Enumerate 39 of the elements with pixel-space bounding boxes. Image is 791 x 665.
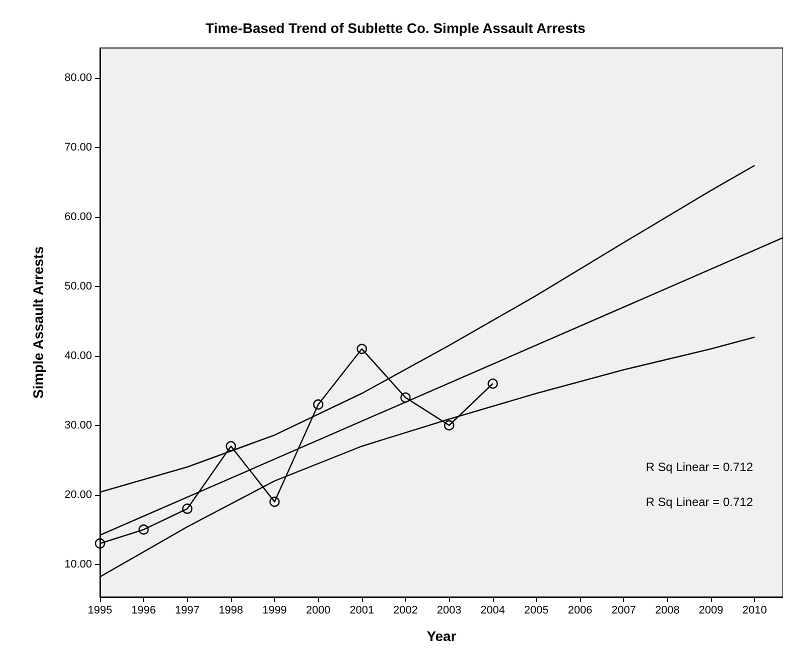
x-tick-label: 2005 bbox=[524, 604, 549, 616]
y-tick-label: 50.00 bbox=[64, 280, 92, 292]
y-axis-title: Simple Assault Arrests bbox=[30, 246, 46, 399]
chart-title: Time-Based Trend of Sublette Co. Simple Assault Arrests bbox=[206, 20, 586, 36]
y-tick-label: 80.00 bbox=[64, 72, 92, 84]
y-tick-label: 40.00 bbox=[64, 350, 92, 362]
x-tick-label: 2004 bbox=[480, 604, 506, 616]
x-tick-label: 2002 bbox=[393, 604, 418, 616]
annotation: R Sq Linear = 0.712 bbox=[646, 495, 754, 509]
x-tick-label: 1995 bbox=[88, 604, 112, 616]
x-tick-label: 2001 bbox=[350, 604, 374, 616]
x-tick-label: 1999 bbox=[262, 604, 287, 616]
x-tick-label: 2008 bbox=[655, 604, 680, 616]
y-tick-label: 10.00 bbox=[64, 558, 92, 570]
point bbox=[94, 538, 106, 549]
point bbox=[488, 378, 498, 389]
y-tick-label: 20.00 bbox=[64, 488, 92, 501]
x-tick-label: 2010 bbox=[742, 604, 767, 616]
y-tick-label: 70.00 bbox=[64, 141, 92, 154]
x-tick-label: 2009 bbox=[698, 604, 724, 616]
point bbox=[356, 344, 368, 354]
point bbox=[182, 504, 192, 514]
annotation: R Sq Linear = 0.712 bbox=[646, 460, 754, 474]
point bbox=[269, 496, 280, 507]
x-tick-label: 2000 bbox=[306, 604, 330, 616]
point bbox=[138, 524, 149, 535]
x-tick-label: 1996 bbox=[131, 604, 156, 616]
x-tick-label: 2006 bbox=[568, 604, 592, 616]
point bbox=[313, 399, 324, 410]
point bbox=[226, 441, 236, 452]
point bbox=[444, 420, 454, 430]
x-tick-label: 1997 bbox=[175, 604, 200, 616]
point bbox=[400, 392, 411, 403]
x-tick-label: 2007 bbox=[611, 604, 636, 616]
x-tick-label: 1998 bbox=[218, 604, 244, 616]
y-tick-label: 30.00 bbox=[64, 419, 92, 432]
x-tick-label: 2003 bbox=[436, 604, 462, 616]
x-axis-title: Year bbox=[426, 628, 457, 644]
y-tick-label: 60.00 bbox=[64, 210, 92, 223]
